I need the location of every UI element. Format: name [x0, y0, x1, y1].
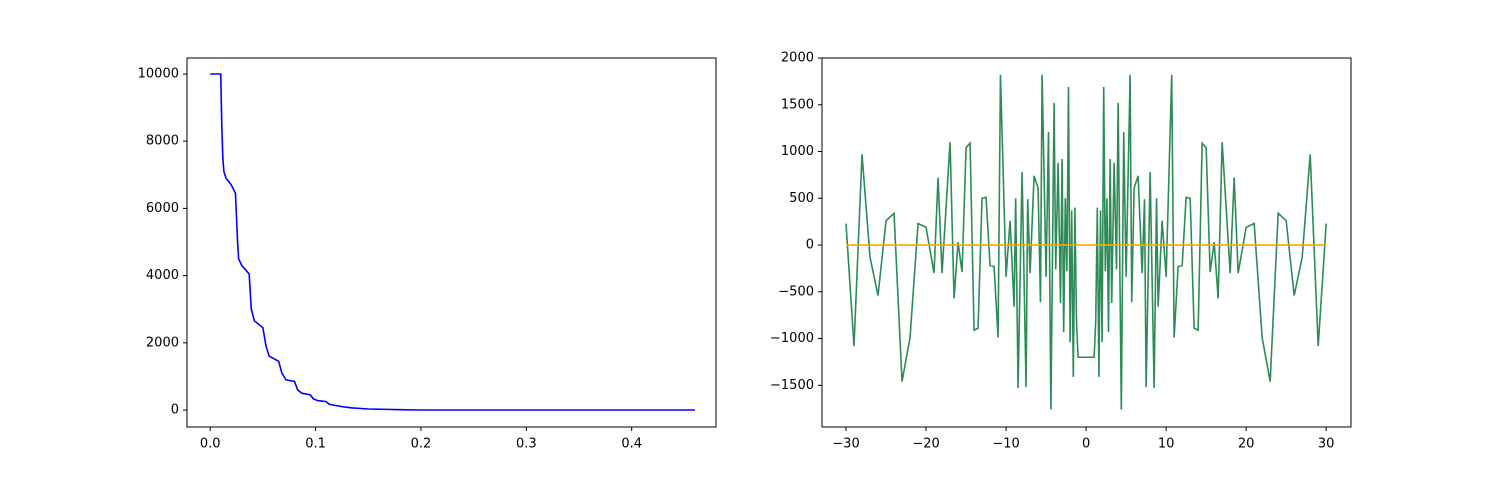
y-tick-label: 6000 — [146, 201, 179, 216]
y-tick-label: 8000 — [146, 134, 179, 149]
x-tick-label: 30 — [1318, 437, 1335, 452]
x-tick-label: −30 — [832, 437, 859, 452]
x-tick-label: 0.0 — [200, 437, 221, 452]
y-tick-label: −500 — [778, 284, 814, 299]
y-tick-label: 10000 — [138, 66, 179, 81]
y-tick-label: 1500 — [781, 97, 814, 112]
y-tick-label: 0 — [171, 402, 179, 417]
x-tick-label: 0 — [1082, 437, 1090, 452]
x-tick-label: 0.3 — [516, 437, 537, 452]
x-tick-label: 20 — [1238, 437, 1255, 452]
y-tick-label: 0 — [806, 238, 814, 253]
y-tick-label: 500 — [789, 191, 814, 206]
x-tick-label: 0.4 — [621, 437, 642, 452]
y-tick-label: 2000 — [146, 335, 179, 350]
data-line — [845, 74, 1327, 410]
x-tick-label: −10 — [992, 437, 1019, 452]
y-tick-label: −1500 — [770, 378, 814, 393]
x-tick-label: 0.1 — [305, 437, 326, 452]
y-tick-label: 1000 — [781, 144, 814, 159]
x-tick-label: −20 — [912, 437, 939, 452]
data-line — [210, 73, 695, 411]
y-tick-label: 2000 — [781, 51, 814, 66]
x-tick-label: 10 — [1158, 437, 1175, 452]
y-tick-label: 4000 — [146, 268, 179, 283]
axes-frame — [186, 57, 717, 428]
x-tick-label: 0.2 — [411, 437, 432, 452]
y-tick-label: −1000 — [770, 331, 814, 346]
